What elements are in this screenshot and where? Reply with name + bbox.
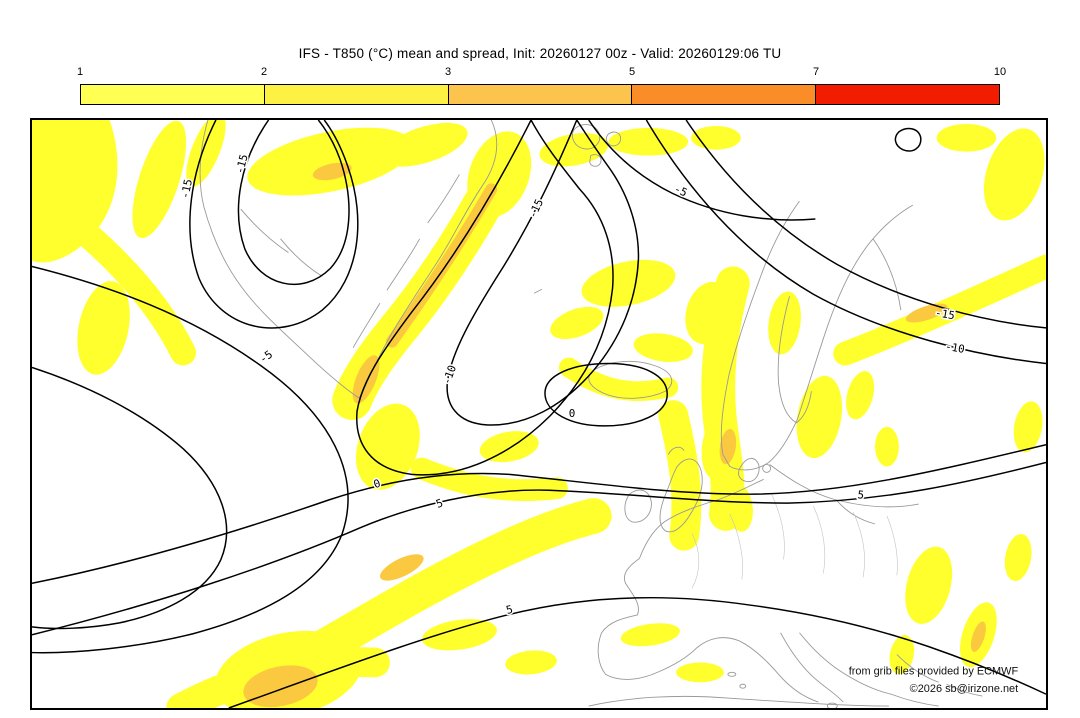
colorbar-tick-label: 2 [260, 66, 268, 78]
spread-shading-low-layer [32, 120, 1045, 708]
map-canvas: -15 -15 -15 -10 0 0 5 5 5 -15 -10 -5 -5 … [32, 120, 1046, 708]
colorbar-tick-label: 10 [993, 66, 1007, 78]
colorbar-tick-labels: 1 2 3 5 7 10 [76, 66, 1006, 80]
country-border-layer [691, 494, 898, 589]
colorbar-tick-label: 5 [628, 66, 636, 78]
colorbar-segment [264, 85, 449, 104]
colorbar-segment [81, 85, 265, 104]
contour-label: 0 [569, 407, 576, 420]
map-frame: -15 -15 -15 -10 0 0 5 5 5 -15 -10 -5 -5 … [30, 118, 1048, 710]
contour-layer [32, 120, 1046, 708]
map-footer: from grib files provided by ECMWF ©2026 … [849, 665, 1019, 695]
coastline-layer [199, 120, 983, 708]
contour-label: -10 [944, 340, 966, 356]
contour-label: 5 [857, 488, 865, 502]
colorbar-tick-label: 7 [812, 66, 820, 78]
spread-colorbar [80, 84, 1000, 105]
attribution-text: from grib files provided by ECMWF [849, 665, 1019, 677]
contour-label: -15 [934, 306, 956, 322]
spread-band-mid-layer [385, 183, 498, 348]
colorbar-segment [448, 85, 633, 104]
colorbar-tick-label: 1 [76, 66, 84, 78]
copyright-text: ©2026 sb@irizone.net [910, 683, 1018, 695]
colorbar-segment [816, 85, 999, 104]
contour-label: -15 [178, 178, 195, 200]
chart-title: IFS - T850 (°C) mean and spread, Init: 2… [298, 46, 782, 61]
colorbar-tick-label: 3 [444, 66, 452, 78]
colorbar-segment [632, 85, 817, 104]
